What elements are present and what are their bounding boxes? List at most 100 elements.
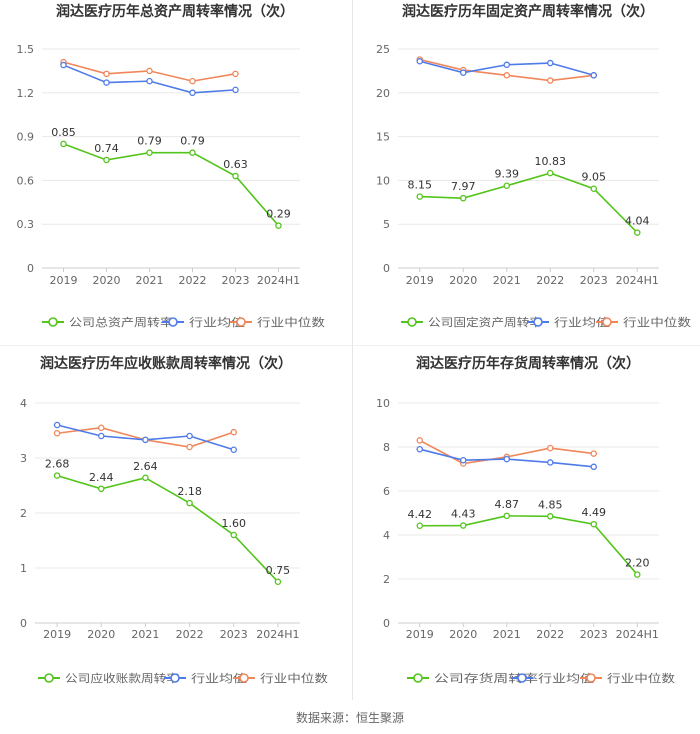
receivables-turnover-chart: 润达医疗历年应收账款周转率情况（次） 0 1 2 3 4 2019 2020 2021 2022 2… [20,355,328,685]
y-tick-label: 0 [20,617,27,630]
industry-avg-point[interactable] [146,77,153,85]
industry-median-point[interactable] [416,437,424,444]
data-label: 10.83 [535,155,567,168]
legend-item-company[interactable]: 公司应收账款周转率 [38,671,179,685]
legend-item-industry-median[interactable]: 行业中位数 [233,671,328,685]
data-label: 4.42 [408,508,433,521]
company-point[interactable] [60,140,67,148]
industry-avg-point[interactable] [546,459,554,466]
company-point[interactable] [103,156,110,164]
company-point[interactable] [230,531,237,539]
legend-item-industry-avg[interactable]: 行业均值 [164,672,247,685]
data-label: 4.43 [451,508,476,521]
y-tick-label: 2 [20,507,27,520]
industry-avg-point[interactable] [98,432,105,440]
legend-item-industry-median[interactable]: 行业中位数 [230,315,325,329]
industry-avg-point[interactable] [546,59,554,67]
legend-item-industry-median[interactable]: 行业中位数 [580,671,675,685]
industry-avg-point[interactable] [103,79,110,86]
legend-item-industry-avg[interactable]: 行业均值 [162,316,245,329]
company-point[interactable] [416,522,424,530]
industry-median-point[interactable] [98,424,105,432]
industry-avg-point[interactable] [186,432,193,440]
industry-avg-point[interactable] [590,72,597,79]
industry-avg-point[interactable] [53,421,61,429]
legend-label: 行业均值 [189,316,245,329]
company-point[interactable] [633,571,641,578]
y-tick-label: 0 [383,262,390,275]
industry-median-point[interactable] [146,67,153,75]
industry-avg-point[interactable] [460,69,467,76]
company-point[interactable] [546,513,554,520]
y-tick-label: 0 [383,617,390,630]
industry-median-point[interactable] [186,443,193,451]
legend-item-industry-median[interactable]: 行业中位数 [596,315,691,329]
chart-title: 润达医疗历年存货周转率情况（次） [416,355,640,372]
company-point[interactable] [275,222,282,229]
y-tick-label: 4 [383,529,390,542]
company-point[interactable] [460,522,467,529]
industry-median-point[interactable] [103,70,110,78]
industry-avg-point[interactable] [232,86,239,94]
company-point[interactable] [232,172,239,180]
company-point[interactable] [503,182,510,189]
industry-avg-point[interactable] [416,445,424,453]
legend-item-industry-avg[interactable]: 行业均值 [511,672,594,685]
y-tick-label: 0.9 [17,131,35,144]
data-label: 0.29 [266,208,291,221]
industry-median-point[interactable] [189,77,196,85]
company-point[interactable] [98,485,105,493]
company-point[interactable] [590,185,597,192]
industry-median-point[interactable] [503,72,510,79]
company-point[interactable] [416,193,424,200]
x-tick-label: 2023 [580,628,608,641]
industry-median-point[interactable] [232,70,239,78]
industry-avg-point[interactable] [460,456,467,464]
data-label: 2.68 [45,458,70,471]
industry-avg-point[interactable] [416,58,424,65]
company-point[interactable] [146,149,153,156]
legend-item-company[interactable]: 公司固定资产周转率 [401,315,542,329]
legend-swatch-marker [170,673,180,683]
company-point[interactable] [186,499,193,507]
data-label: 8.15 [408,179,433,192]
y-tick-label: 0.3 [17,218,35,231]
industry-median-point[interactable] [546,444,554,452]
industry-median-point[interactable] [53,430,61,437]
x-tick-label: 2019 [43,628,71,641]
company-point[interactable] [590,520,597,528]
y-tick-label: 1 [20,562,27,575]
industry-avg-point[interactable] [503,61,510,69]
company-point[interactable] [142,474,149,482]
y-tick-label: 0.6 [17,174,35,187]
company-line [56,474,279,583]
legend-item-company[interactable]: 公司存货周转率 [407,671,538,685]
x-tick-label: 2023 [220,628,248,641]
industry-avg-point[interactable] [590,463,597,471]
legend-item-company[interactable]: 公司总资产周转率 [42,315,173,329]
industry-avg-point[interactable] [230,446,237,454]
inventory-turnover-chart: 润达医疗历年存货周转率情况（次） 0 2 4 6 8 10 2019 2020 2021 2022 2… [376,355,675,685]
industry-avg-point[interactable] [142,436,149,444]
legend-item-industry-avg[interactable]: 行业均值 [527,316,610,329]
data-label: 7.97 [451,180,476,193]
company-point[interactable] [633,229,641,236]
legend-label: 行业中位数 [623,315,691,329]
industry-median-point[interactable] [230,428,237,436]
company-point[interactable] [274,578,282,585]
legend-label: 行业中位数 [257,315,325,329]
legend-label: 行业均值 [554,316,610,329]
company-point[interactable] [503,512,510,520]
legend-swatch-marker [44,673,54,683]
company-point[interactable] [189,149,196,156]
industry-avg-point[interactable] [189,89,196,97]
legend-swatch-marker [533,317,543,327]
company-point[interactable] [546,169,554,177]
industry-avg-point[interactable] [503,455,510,463]
industry-avg-point[interactable] [60,61,67,69]
industry-median-point[interactable] [590,450,597,457]
industry-median-point[interactable] [546,77,554,84]
company-point[interactable] [460,194,467,202]
company-point[interactable] [53,472,61,479]
